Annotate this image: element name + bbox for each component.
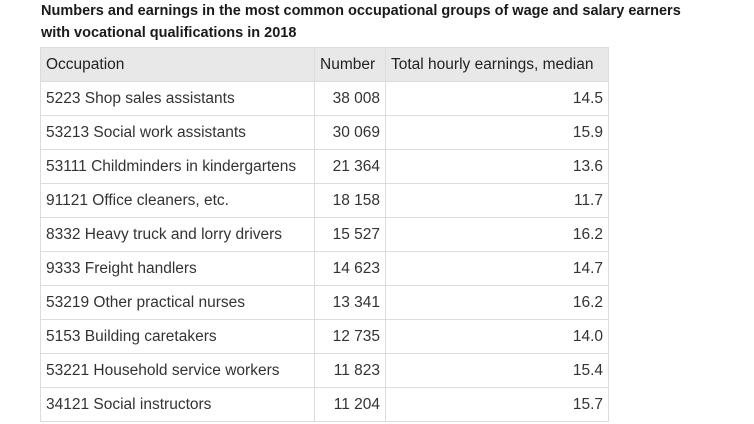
table-row: 34121 Social instructors 11 204 15.7: [40, 387, 609, 422]
cell-earnings: 16.2: [385, 285, 609, 320]
cell-number: 11 823: [314, 353, 386, 388]
occupations-table: Occupation Number Total hourly earnings,…: [40, 47, 609, 422]
cell-occupation: 53221 Household service workers: [40, 353, 315, 388]
cell-number: 18 158: [314, 183, 386, 218]
cell-earnings: 14.5: [385, 81, 609, 116]
cell-occupation: 53219 Other practical nurses: [40, 285, 315, 320]
table-caption: Numbers and earnings in the most common …: [41, 3, 681, 41]
cell-number: 21 364: [314, 149, 386, 184]
header-occupation: Occupation: [40, 47, 315, 82]
cell-earnings: 14.0: [385, 319, 609, 354]
table-row: 8332 Heavy truck and lorry drivers 15 52…: [40, 217, 609, 252]
table-row: 5223 Shop sales assistants 38 008 14.5: [40, 81, 609, 116]
cell-earnings: 13.6: [385, 149, 609, 184]
cell-earnings: 16.2: [385, 217, 609, 252]
cell-occupation: 8332 Heavy truck and lorry drivers: [40, 217, 315, 252]
cell-occupation: 34121 Social instructors: [40, 387, 315, 422]
cell-occupation: 9333 Freight handlers: [40, 251, 315, 286]
table-row: 5153 Building caretakers 12 735 14.0: [40, 319, 609, 354]
cell-number: 12 735: [314, 319, 386, 354]
table-row: 91121 Office cleaners, etc. 18 158 11.7: [40, 183, 609, 218]
cell-earnings: 15.7: [385, 387, 609, 422]
cell-number: 14 623: [314, 251, 386, 286]
table-row: 53111 Childminders in kindergartens 21 3…: [40, 149, 609, 184]
cell-occupation: 91121 Office cleaners, etc.: [40, 183, 315, 218]
cell-earnings: 15.9: [385, 115, 609, 150]
cell-occupation: 53111 Childminders in kindergartens: [40, 149, 315, 184]
table-row: 53221 Household service workers 11 823 1…: [40, 353, 609, 388]
header-hourly-earnings: Total hourly earnings, median: [385, 47, 609, 82]
cell-earnings: 15.4: [385, 353, 609, 388]
cell-number: 15 527: [314, 217, 386, 252]
cell-number: 11 204: [314, 387, 386, 422]
cell-earnings: 11.7: [385, 183, 609, 218]
cell-occupation: 53213 Social work assistants: [40, 115, 315, 150]
cell-earnings: 14.7: [385, 251, 609, 286]
cell-number: 38 008: [314, 81, 386, 116]
cell-occupation: 5223 Shop sales assistants: [40, 81, 315, 116]
table-row: 53219 Other practical nurses 13 341 16.2: [40, 285, 609, 320]
cell-number: 13 341: [314, 285, 386, 320]
table-header-row: Occupation Number Total hourly earnings,…: [40, 47, 609, 82]
cell-number: 30 069: [314, 115, 386, 150]
table-row: 53213 Social work assistants 30 069 15.9: [40, 115, 609, 150]
header-number: Number: [314, 47, 386, 82]
table-row: 9333 Freight handlers 14 623 14.7: [40, 251, 609, 286]
cell-occupation: 5153 Building caretakers: [40, 319, 315, 354]
